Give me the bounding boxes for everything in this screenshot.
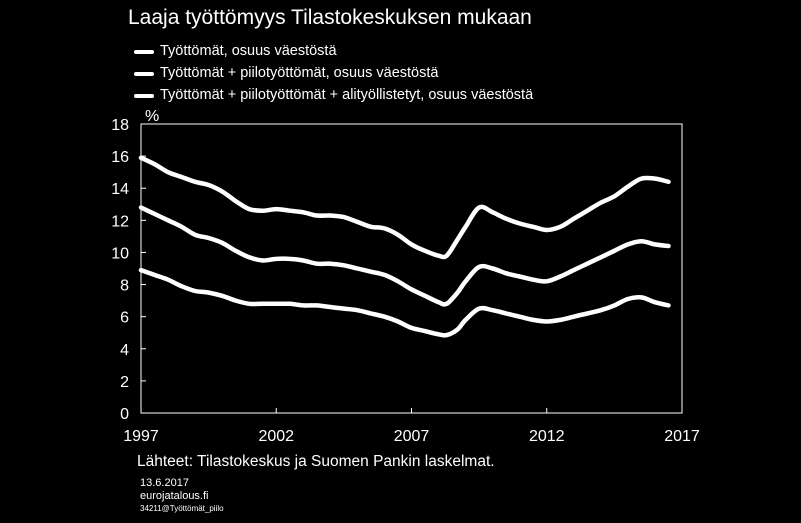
footer-date: 13.6.2017 (140, 477, 189, 489)
y-tick-label: 0 (120, 406, 129, 423)
y-tick-label: 14 (111, 181, 129, 198)
y-axis: 0 2 4 6 8 10 12 14 16 18 (111, 117, 146, 423)
y-tick-label: 2 (120, 374, 129, 391)
chart-title: Laaja työttömyys Tilastokeskuksen mukaan (128, 6, 532, 29)
series-lines (138, 155, 671, 338)
legend-label: Työttömät + piilotyöttömät + alityöllist… (160, 87, 534, 103)
y-tick-label: 12 (111, 213, 129, 230)
y-axis-unit-label: % (145, 108, 159, 125)
y-tick-label: 16 (111, 149, 129, 166)
series-line-underemployed (138, 155, 671, 260)
legend-label: Työttömät, osuus väestöstä (160, 43, 337, 59)
legend-swatch (134, 94, 154, 98)
footer-code: 34211@Työttömät_piilo (140, 504, 224, 513)
x-tick-label: 2012 (529, 428, 565, 445)
x-axis: 1997 2002 2007 2012 2017 (123, 408, 700, 445)
series-line-hidden-unemployed (138, 205, 671, 307)
legend-swatch (134, 50, 154, 54)
y-tick-label: 18 (111, 117, 129, 134)
x-tick-label: 2007 (394, 428, 430, 445)
source-note: Lähteet: Tilastokeskus ja Suomen Pankin … (137, 453, 495, 470)
footer: 13.6.2017 eurojatalous.fi 34211@Työttömä… (140, 477, 224, 514)
x-tick-label: 1997 (123, 428, 159, 445)
y-tick-label: 6 (120, 310, 129, 327)
legend-swatch (134, 72, 154, 76)
x-tick-label: 2002 (258, 428, 294, 445)
x-tick-label: 2017 (664, 428, 700, 445)
plot-area-frame (140, 123, 683, 414)
y-tick-label: 10 (111, 245, 129, 262)
series-line-unemployed (138, 267, 671, 338)
legend-label: Työttömät + piilotyöttömät, osuus väestö… (160, 65, 439, 81)
y-tick-label: 8 (120, 278, 129, 295)
footer-site: eurojatalous.fi (140, 490, 209, 502)
y-tick-label: 4 (120, 342, 129, 359)
